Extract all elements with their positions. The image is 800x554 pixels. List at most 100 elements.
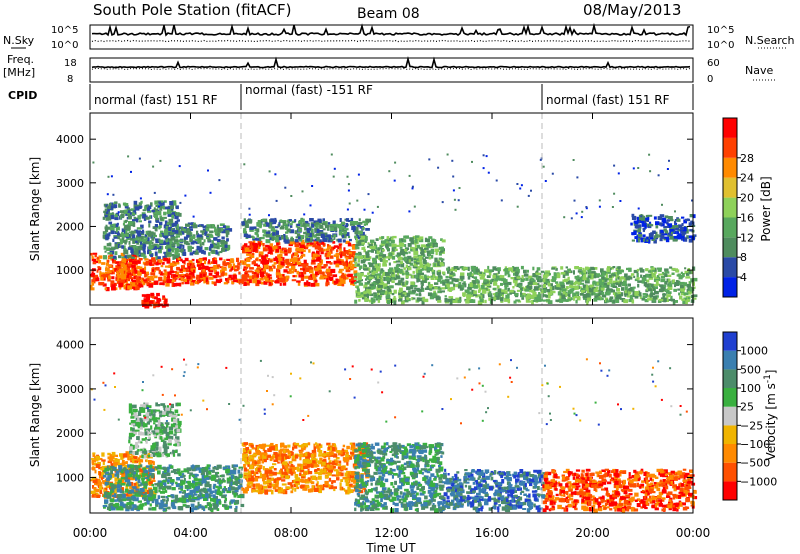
power-echo-cell — [283, 269, 288, 273]
power-echo-cell — [639, 292, 642, 297]
velocity-echo-cell — [101, 452, 105, 457]
power-echo-cell — [353, 221, 359, 225]
power-echo-cell — [632, 291, 636, 296]
velocity-echo-cell — [180, 487, 183, 491]
power-echo-cell — [106, 247, 110, 251]
power-echo-cell — [654, 235, 657, 240]
power-echo-cell — [406, 286, 411, 291]
power-echo-cell — [316, 228, 320, 233]
power-echo-cell — [393, 246, 397, 250]
power-sparse-cell — [268, 214, 270, 217]
power-echo-cell — [646, 216, 650, 221]
velocity-echo-cell — [144, 417, 150, 421]
power-echo-cell — [349, 260, 353, 265]
noise-tick-top-right: 10^5 — [707, 25, 734, 36]
power-echo-cell — [289, 223, 293, 226]
velocity-echo-cell — [160, 439, 165, 442]
power-echo-cell — [174, 250, 180, 253]
power-echo-cell — [356, 272, 360, 277]
velocity-echo-cell — [166, 410, 169, 415]
power-echo-cell — [297, 281, 301, 286]
power-echo-cell — [131, 234, 136, 239]
power-echo-cell — [636, 273, 639, 278]
power-echo-cell — [390, 237, 394, 240]
power-echo-cell — [162, 297, 166, 300]
power-echo-cell — [465, 299, 470, 304]
velocity-echo-cell — [132, 444, 136, 449]
power-echo-cell — [579, 282, 585, 285]
velocity-echo-cell — [148, 461, 153, 465]
power-echo-cell — [405, 282, 409, 285]
power-echo-cell — [415, 293, 419, 296]
power-echo-cell — [525, 295, 530, 300]
power-echo-cell — [264, 254, 269, 257]
power-echo-cell — [357, 291, 361, 295]
power-echo-cell — [297, 257, 301, 261]
power-echo-cell — [646, 223, 650, 227]
power-echo-cell — [380, 258, 384, 262]
nsky-label: N.Sky — [3, 34, 35, 47]
power-echo-cell — [651, 267, 655, 270]
power-echo-cell — [640, 219, 645, 224]
power-echo-cell — [159, 233, 163, 238]
power-echo-cell — [428, 256, 432, 260]
velocity-echo-cell — [206, 464, 210, 468]
power-echo-cell — [211, 224, 215, 228]
power-echo-cell — [124, 219, 128, 222]
power-echo-cell — [692, 281, 695, 286]
power-echo-cell — [160, 265, 164, 268]
power-echo-cell — [653, 239, 657, 244]
power-echo-cell — [664, 271, 670, 274]
velocity-echo-cell — [163, 406, 167, 410]
power-sparse-cell — [451, 159, 454, 162]
power-echo-cell — [624, 289, 629, 294]
power-echo-cell — [130, 208, 134, 212]
power-echo-cell — [306, 280, 309, 283]
power-echo-cell — [364, 236, 368, 241]
power-echo-cell — [597, 289, 601, 292]
power-echo-cell — [441, 271, 446, 275]
power-echo-cell — [321, 222, 326, 226]
velocity-echo-cell — [143, 488, 147, 493]
power-echo-cell — [195, 276, 199, 280]
power-echo-cell — [146, 281, 150, 286]
velocity-echo-cell — [139, 441, 143, 444]
power-echo-cell — [672, 227, 676, 232]
velocity-echo-cell — [165, 426, 168, 430]
power-echo-cell — [314, 241, 317, 244]
power-echo-cell — [660, 278, 666, 283]
power-sparse-cell — [437, 166, 440, 169]
power-echo-cell — [412, 248, 416, 252]
power-echo-cell — [486, 285, 492, 288]
velocity-echo-cell — [152, 409, 157, 413]
power-echo-cell — [467, 266, 470, 271]
power-echo-cell — [198, 237, 203, 240]
power-echo-cell — [151, 269, 155, 272]
power-echo-cell — [450, 286, 456, 291]
power-echo-cell — [233, 265, 239, 268]
power-echo-cell — [531, 299, 534, 305]
power-echo-cell — [583, 296, 586, 300]
power-echo-cell — [272, 231, 276, 236]
power-echo-cell — [357, 259, 361, 263]
power-echo-cell — [367, 272, 370, 275]
power-echo-cell — [324, 224, 330, 229]
power-echo-cell — [672, 279, 675, 284]
velocity-echo-cell — [153, 413, 156, 417]
power-echo-cell — [428, 284, 434, 287]
power-echo-cell — [674, 300, 678, 303]
power-echo-cell — [214, 269, 217, 273]
power-echo-cell — [644, 225, 647, 229]
power-echo-cell — [129, 212, 133, 215]
power-echo-cell — [215, 251, 219, 255]
velocity-echo-cell — [152, 491, 157, 496]
power-echo-cell — [662, 295, 665, 299]
power-echo-cell — [124, 209, 128, 212]
power-echo-cell — [550, 290, 556, 294]
power-echo-cell — [249, 267, 254, 270]
power-echo-cell — [500, 282, 503, 286]
power-echo-cell — [289, 270, 294, 274]
power-echo-cell — [312, 253, 318, 257]
power-echo-cell — [526, 269, 529, 273]
power-sparse-cell — [411, 185, 414, 188]
